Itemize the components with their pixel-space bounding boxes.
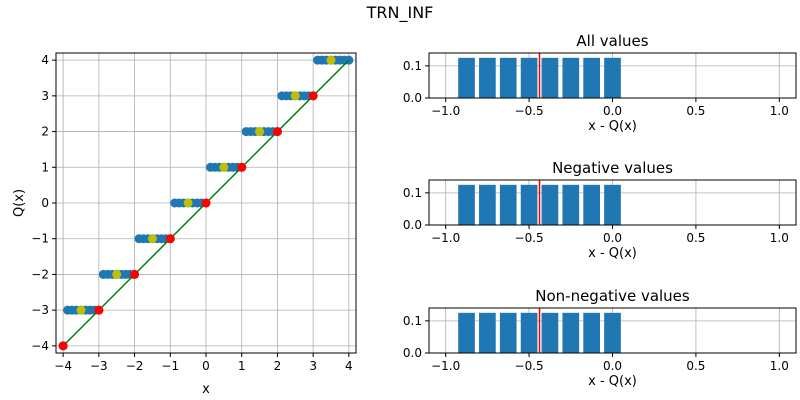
- yellow-point: [255, 127, 265, 137]
- y-tick-label: −4: [31, 339, 49, 353]
- x-tick-label: 0.0: [603, 231, 622, 245]
- x-axis-label: x: [202, 382, 210, 397]
- subplot-title: Negative values: [552, 159, 673, 177]
- histogram-bar: [562, 312, 580, 353]
- histogram-bar: [541, 312, 559, 353]
- histogram-bar: [541, 57, 559, 98]
- red-point: [94, 305, 104, 315]
- x-tick-label: 0.5: [686, 231, 705, 245]
- axes-frame: [428, 52, 797, 99]
- y-tick-label: 0.0: [403, 346, 422, 360]
- histogram-bar: [583, 57, 600, 98]
- x-tick-label: 1.0: [770, 231, 789, 245]
- histogram-bar: [499, 312, 517, 353]
- histogram-bar: [458, 312, 475, 353]
- y-tick-label: 0.1: [403, 59, 422, 73]
- y-axis-label: Q(x): [12, 189, 27, 217]
- subplot-title: Non-negative values: [535, 287, 690, 305]
- histogram-bar: [583, 184, 600, 225]
- x-tick-label: 0.5: [686, 104, 705, 118]
- histogram-bar: [541, 184, 559, 225]
- y-tick-label: 4: [41, 53, 49, 67]
- red-point: [237, 162, 247, 172]
- x-tick-label: 0.5: [686, 359, 705, 373]
- x-tick-label: 0.0: [603, 359, 622, 373]
- histogram-bar: [520, 312, 538, 353]
- histogram-bar: [562, 57, 580, 98]
- x-tick-label: 1: [238, 359, 246, 373]
- histogram-bar: [604, 312, 621, 353]
- x-tick-label: 3: [309, 359, 317, 373]
- yellow-point: [326, 55, 336, 65]
- x-tick-label: −4: [54, 359, 72, 373]
- histogram-bar: [583, 312, 600, 353]
- subplot-title: All values: [576, 32, 648, 50]
- histogram-bar: [562, 184, 580, 225]
- yellow-point: [183, 198, 193, 208]
- red-point: [272, 127, 282, 137]
- x-tick-label: 1.0: [770, 104, 789, 118]
- x-tick-label: −1.0: [431, 359, 460, 373]
- yellow-point: [76, 305, 86, 315]
- x-axis-label: x - Q(x): [588, 374, 637, 389]
- x-tick-label: −1.0: [431, 231, 460, 245]
- histogram-bar: [479, 312, 496, 353]
- red-point: [58, 341, 68, 351]
- x-axis-label: x - Q(x): [588, 119, 637, 134]
- x-axis-label: x - Q(x): [588, 246, 637, 261]
- y-tick-label: −2: [31, 267, 49, 281]
- y-tick-label: 2: [41, 125, 49, 139]
- red-point: [165, 234, 175, 244]
- histogram-bar: [520, 57, 538, 98]
- axes-frame: [428, 307, 797, 354]
- histogram-bar: [499, 57, 517, 98]
- histogram-bar: [520, 184, 538, 225]
- axes-frame: [428, 179, 797, 226]
- x-tick-label: −1.0: [431, 104, 460, 118]
- yellow-point: [112, 269, 122, 279]
- y-tick-label: −3: [31, 303, 49, 317]
- x-tick-label: 1.0: [770, 359, 789, 373]
- red-point: [130, 269, 140, 279]
- x-tick-label: −0.5: [515, 231, 544, 245]
- yellow-point: [290, 91, 300, 101]
- x-tick-label: −0.5: [515, 104, 544, 118]
- y-tick-label: 1: [41, 160, 49, 174]
- y-tick-label: 3: [41, 89, 49, 103]
- figure-title: TRN_INF: [366, 3, 434, 23]
- histogram-bar: [604, 57, 621, 98]
- y-tick-label: −1: [31, 232, 49, 246]
- y-tick-label: 0.1: [403, 186, 422, 200]
- x-tick-label: 0: [202, 359, 210, 373]
- x-tick-label: 2: [274, 359, 282, 373]
- x-tick-label: 0.0: [603, 104, 622, 118]
- x-tick-label: −0.5: [515, 359, 544, 373]
- red-point: [201, 198, 211, 208]
- histogram-bar: [479, 57, 496, 98]
- y-tick-label: 0: [41, 196, 49, 210]
- histogram-bar: [499, 184, 517, 225]
- y-tick-label: 0.1: [403, 314, 422, 328]
- x-tick-label: −1: [161, 359, 179, 373]
- yellow-point: [219, 162, 229, 172]
- x-tick-label: −2: [126, 359, 144, 373]
- red-point: [308, 91, 318, 101]
- y-tick-label: 0.0: [403, 91, 422, 105]
- histogram-bar: [479, 184, 496, 225]
- histogram-bar: [604, 184, 621, 225]
- y-tick-label: 0.0: [403, 218, 422, 232]
- histogram-bar: [458, 57, 475, 98]
- histogram-bar: [458, 184, 475, 225]
- x-tick-label: −3: [90, 359, 108, 373]
- yellow-point: [147, 234, 157, 244]
- axes-frame: [55, 52, 357, 354]
- x-tick-label: 4: [345, 359, 353, 373]
